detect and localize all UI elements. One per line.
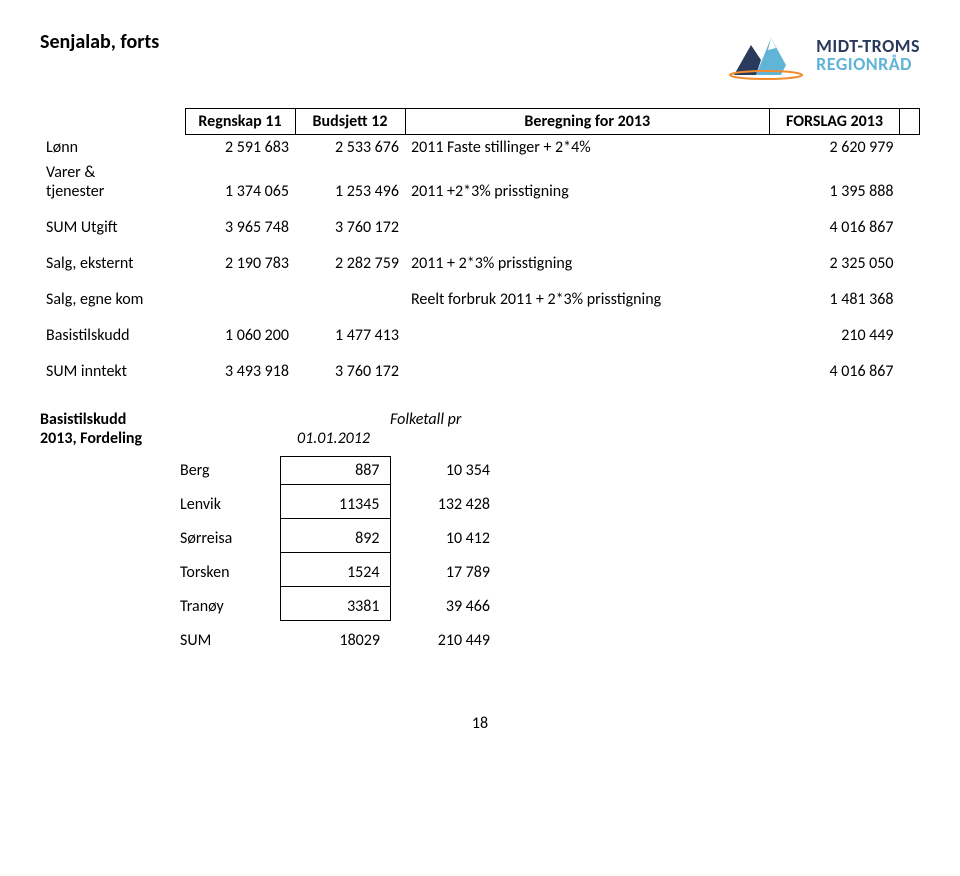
cell: 1 374 065 xyxy=(185,160,295,204)
dist-right-label: Folketall pr xyxy=(370,410,461,429)
cell: 2011 +2*3% prisstigning xyxy=(405,160,770,204)
row-label: Lønn xyxy=(40,135,185,161)
table-row: Salg, eksternt 2 190 783 2 282 759 2011 … xyxy=(40,240,920,276)
cell: 2 533 676 xyxy=(295,135,405,161)
cell: 2 282 759 xyxy=(295,240,405,276)
cell: Reelt forbruk 2011 + 2*3% prisstigning xyxy=(405,276,770,312)
row-label: Varer & tjenester xyxy=(40,160,185,204)
col-header: Budsjett 12 xyxy=(295,109,405,135)
table-row: Salg, egne kom Reelt forbruk 2011 + 2*3%… xyxy=(40,276,920,312)
mountain-logo-icon xyxy=(726,30,806,80)
cell: 1 477 413 xyxy=(295,312,405,348)
cell: 2 325 050 xyxy=(770,240,900,276)
page-number: 18 xyxy=(40,714,920,733)
dist-row: Lenvik 11345 132 428 xyxy=(170,485,500,519)
cell: 2 591 683 xyxy=(185,135,295,161)
row-label: Basistilskudd xyxy=(40,312,185,348)
cell: 3 965 748 xyxy=(185,204,295,240)
cell: 3 493 918 xyxy=(185,348,295,384)
table-row: SUM inntekt 3 493 918 3 760 172 4 016 86… xyxy=(40,348,920,384)
page-title: Senjalab, forts xyxy=(40,30,159,54)
row-label: Salg, egne kom xyxy=(40,276,185,312)
table-row: Lønn 2 591 683 2 533 676 2011 Faste stil… xyxy=(40,135,920,161)
cell: 2011 + 2*3% prisstigning xyxy=(405,240,770,276)
dist-date: 01.01.2012 xyxy=(240,429,370,448)
cell: 2011 Faste stillinger + 2*4% xyxy=(405,135,770,161)
distribution-block: Basistilskudd 2013, Fordeling 01.01.2012… xyxy=(40,410,920,654)
cell: 2 190 783 xyxy=(185,240,295,276)
dist-row: Sørreisa 892 10 412 xyxy=(170,519,500,553)
cell: 210 449 xyxy=(770,312,900,348)
cell: 1 253 496 xyxy=(295,160,405,204)
cell: 4 016 867 xyxy=(770,204,900,240)
table-header-row: Regnskap 11 Budsjett 12 Beregning for 20… xyxy=(40,109,920,135)
table-row: Varer & tjenester 1 374 065 1 253 496 20… xyxy=(40,160,920,204)
cell: 1 060 200 xyxy=(185,312,295,348)
cell: 4 016 867 xyxy=(770,348,900,384)
dist-row: Berg 887 10 354 xyxy=(170,457,500,485)
cell: 1 395 888 xyxy=(770,160,900,204)
logo: MIDT-TROMS REGIONRÅD xyxy=(726,30,920,80)
dist-sum-row: SUM 18029 210 449 xyxy=(170,621,500,655)
budget-table: Regnskap 11 Budsjett 12 Beregning for 20… xyxy=(40,108,920,384)
cell: 3 760 172 xyxy=(295,204,405,240)
dist-title: Basistilskudd 2013, Fordeling xyxy=(40,410,240,448)
table-row: Basistilskudd 1 060 200 1 477 413 210 44… xyxy=(40,312,920,348)
dist-row: Torsken 1524 17 789 xyxy=(170,553,500,587)
cell: 2 620 979 xyxy=(770,135,900,161)
col-header: Regnskap 11 xyxy=(185,109,295,135)
logo-text-2: REGIONRÅD xyxy=(816,55,920,73)
distribution-table: Berg 887 10 354 Lenvik 11345 132 428 Sør… xyxy=(170,456,500,654)
row-label: Salg, eksternt xyxy=(40,240,185,276)
dist-row: Tranøy 3381 39 466 xyxy=(170,587,500,621)
cell: 1 481 368 xyxy=(770,276,900,312)
row-label: SUM Utgift xyxy=(40,204,185,240)
cell: 3 760 172 xyxy=(295,348,405,384)
row-label: SUM inntekt xyxy=(40,348,185,384)
col-header: FORSLAG 2013 xyxy=(770,109,900,135)
table-row: SUM Utgift 3 965 748 3 760 172 4 016 867 xyxy=(40,204,920,240)
col-header: Beregning for 2013 xyxy=(405,109,770,135)
